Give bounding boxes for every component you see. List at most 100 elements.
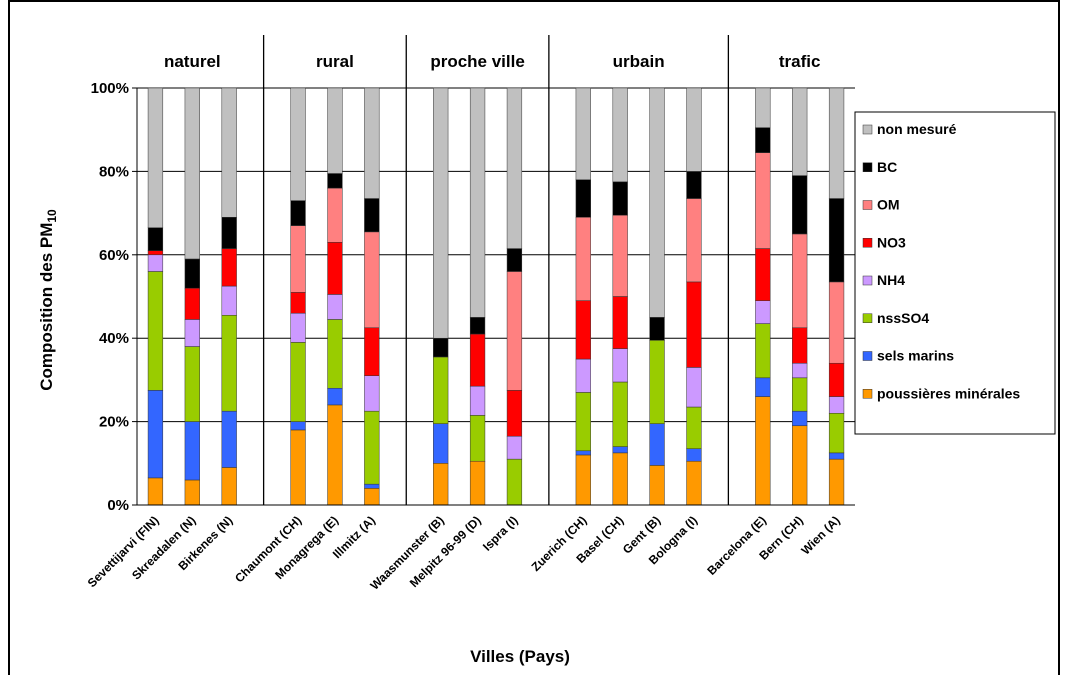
- bar-segment: [828, 396, 845, 414]
- bar-segment: [290, 312, 306, 343]
- bar-segment: [290, 200, 306, 226]
- bar-segment: [221, 467, 237, 506]
- bar-segment: [506, 248, 523, 272]
- bar-segment: [649, 87, 665, 318]
- bar-segment: [792, 362, 808, 379]
- bar-segment: [327, 319, 343, 389]
- bar-segment: [575, 179, 591, 218]
- bar-segment: [612, 87, 628, 183]
- bar-segment: [686, 367, 702, 408]
- bar-segment: [364, 231, 380, 329]
- bar-segment: [327, 173, 343, 189]
- y-tick-label: 80%: [99, 163, 129, 180]
- y-tick-label: 60%: [99, 247, 129, 264]
- x-tick-label: Skreadalen (N): [129, 513, 198, 582]
- bar-segment: [575, 300, 591, 360]
- bar-segment: [184, 421, 200, 481]
- bar-segment: [828, 413, 845, 454]
- bar-segment: [755, 127, 771, 153]
- bar-segment: [828, 452, 845, 460]
- bar-segment: [290, 225, 306, 293]
- bar-segment: [755, 300, 771, 324]
- bar-segment: [364, 410, 380, 485]
- bar-segment: [469, 87, 486, 318]
- bar-segment: [147, 250, 164, 256]
- bar-segment: [327, 242, 343, 295]
- bar-segment: [686, 448, 702, 462]
- bar-segment: [327, 187, 343, 243]
- y-axis-title-subscript: 10: [45, 209, 59, 223]
- bar-segment: [506, 271, 523, 391]
- bar-segment: [327, 387, 343, 406]
- bar-segment: [433, 356, 449, 424]
- bar-segment: [792, 233, 808, 329]
- legend-swatch: [862, 238, 873, 248]
- bar-segment: [755, 396, 771, 506]
- bar-segment: [649, 465, 665, 506]
- group-label: naturel: [164, 52, 221, 71]
- bar-segment: [469, 415, 486, 462]
- bar-segment: [792, 87, 808, 176]
- bar-segment: [327, 294, 343, 320]
- bar-segment: [792, 410, 808, 427]
- bar-segment: [755, 87, 771, 128]
- legend-swatch: [862, 162, 873, 172]
- x-axis-title: Villes (Pays): [470, 647, 570, 666]
- bar-segment: [221, 285, 237, 316]
- bar-segment: [221, 248, 237, 287]
- bar-segment: [506, 87, 523, 249]
- bar-segment: [469, 385, 486, 416]
- bar-segment: [433, 337, 449, 358]
- bar-segment: [147, 254, 164, 272]
- bar-segment: [147, 87, 164, 228]
- legend-swatch: [862, 124, 873, 135]
- legend-label: BC: [877, 159, 897, 175]
- bar-segment: [686, 171, 702, 199]
- bar-segment: [147, 271, 164, 391]
- bar-segment: [649, 423, 665, 466]
- bar-segment: [828, 281, 845, 364]
- bar-segment: [506, 390, 523, 437]
- bar-segment: [469, 317, 486, 335]
- bar-segment: [469, 333, 486, 387]
- bar-segment: [755, 323, 771, 379]
- bar-segment: [828, 198, 845, 283]
- legend-swatch: [862, 389, 873, 399]
- bar-segment: [221, 217, 237, 249]
- bar-segment: [506, 458, 523, 506]
- group-label: urbain: [613, 52, 665, 71]
- legend-label: poussières minérales: [877, 385, 1020, 401]
- bar-segment: [433, 463, 449, 506]
- bar-segment: [828, 458, 845, 506]
- bar-segment: [755, 377, 771, 397]
- bar-segment: [575, 358, 591, 393]
- bar-segment: [792, 377, 808, 412]
- bar-segment: [184, 287, 200, 320]
- bar-segment: [184, 319, 200, 347]
- legend-box: [854, 111, 1056, 435]
- bar-segment: [755, 152, 771, 249]
- x-tick-label: Barcelona (E): [704, 513, 769, 578]
- bar-segment: [612, 214, 628, 297]
- bar-segment: [290, 87, 306, 201]
- bar-segment: [792, 425, 808, 506]
- bar-segment: [433, 87, 449, 339]
- bar-segment: [290, 421, 306, 431]
- group-label: proche ville: [430, 52, 524, 71]
- bar-segment: [686, 281, 702, 368]
- bar-segment: [612, 446, 628, 454]
- y-axis-title-main: Composition des PM: [37, 223, 56, 391]
- bar-segment: [290, 292, 306, 314]
- bar-segment: [686, 406, 702, 449]
- bar-segment: [649, 340, 665, 424]
- y-tick-label: 0%: [107, 497, 129, 514]
- bar-segment: [290, 342, 306, 422]
- bar-segment: [686, 87, 702, 172]
- x-tick-label: Chaumont (CH): [232, 513, 304, 585]
- legend-swatch: [862, 313, 873, 323]
- legend-label: non mesuré: [877, 121, 957, 137]
- x-tick-label: Zuerich (CH): [529, 513, 590, 574]
- bar-segment: [612, 452, 628, 506]
- bar-segment: [686, 198, 702, 283]
